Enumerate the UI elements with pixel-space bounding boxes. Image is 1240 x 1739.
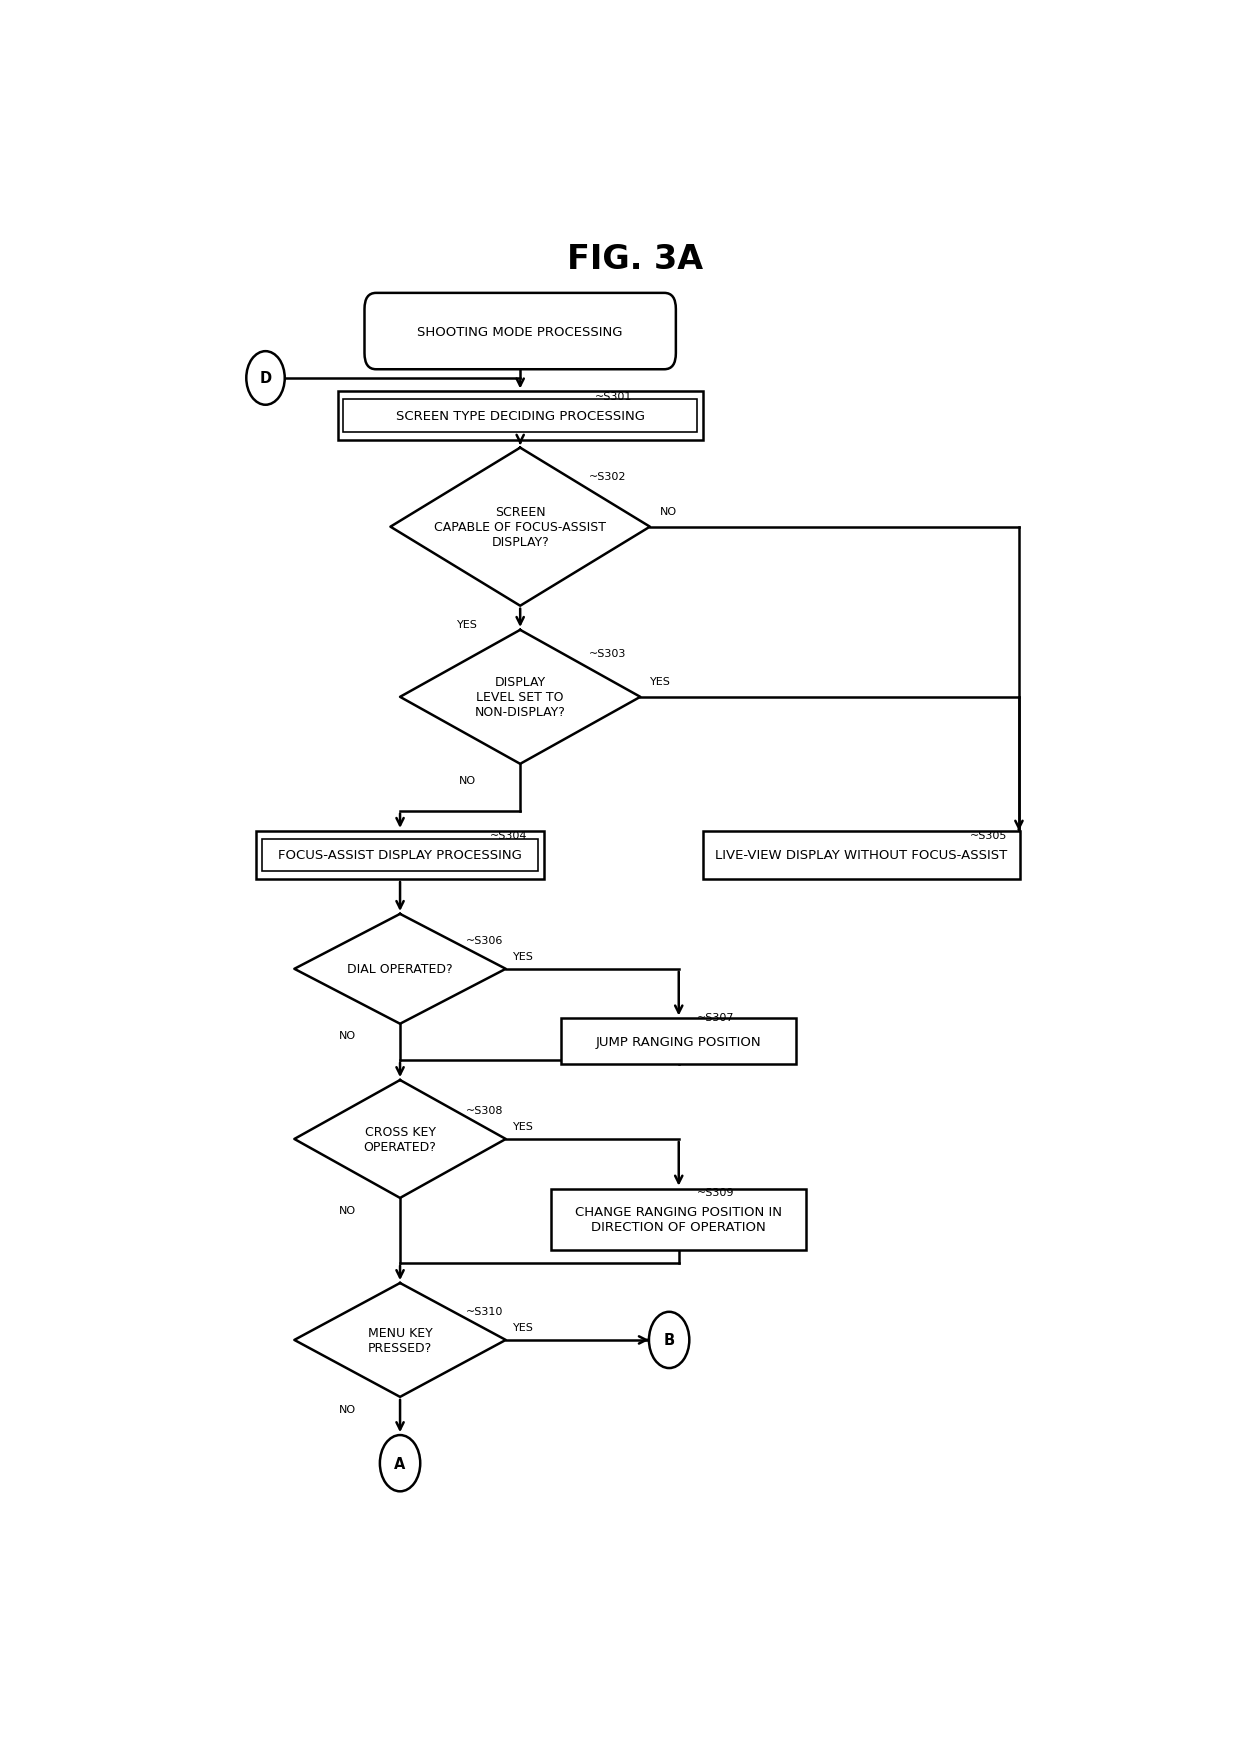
Text: CROSS KEY
OPERATED?: CROSS KEY OPERATED? xyxy=(363,1125,436,1153)
Text: DIAL OPERATED?: DIAL OPERATED? xyxy=(347,963,453,976)
Text: ~S309: ~S309 xyxy=(697,1188,734,1196)
Text: D: D xyxy=(259,370,272,386)
Bar xyxy=(552,1189,806,1250)
Circle shape xyxy=(379,1435,420,1492)
Text: ~S306: ~S306 xyxy=(465,936,502,944)
Text: ~S302: ~S302 xyxy=(589,471,627,482)
Text: CHANGE RANGING POSITION IN
DIRECTION OF OPERATION: CHANGE RANGING POSITION IN DIRECTION OF … xyxy=(575,1205,782,1233)
Text: SCREEN TYPE DECIDING PROCESSING: SCREEN TYPE DECIDING PROCESSING xyxy=(396,410,645,423)
Text: NO: NO xyxy=(459,776,476,784)
Text: NO: NO xyxy=(339,1403,356,1414)
Text: LIVE-VIEW DISPLAY WITHOUT FOCUS-ASSIST: LIVE-VIEW DISPLAY WITHOUT FOCUS-ASSIST xyxy=(715,849,1007,863)
Text: ~S304: ~S304 xyxy=(490,831,527,840)
Text: FIG. 3A: FIG. 3A xyxy=(568,243,703,277)
Bar xyxy=(703,831,1019,880)
FancyBboxPatch shape xyxy=(365,294,676,370)
Text: DISPLAY
LEVEL SET TO
NON-DISPLAY?: DISPLAY LEVEL SET TO NON-DISPLAY? xyxy=(475,676,565,718)
Bar xyxy=(262,840,538,871)
Text: ~S301: ~S301 xyxy=(595,391,632,402)
Text: ~S310: ~S310 xyxy=(465,1306,502,1316)
Text: YES: YES xyxy=(513,1122,534,1132)
Bar xyxy=(255,831,544,880)
Text: YES: YES xyxy=(513,951,534,962)
Text: MENU KEY
PRESSED?: MENU KEY PRESSED? xyxy=(368,1327,433,1355)
Text: B: B xyxy=(663,1332,675,1348)
Text: FOCUS-ASSIST DISPLAY PROCESSING: FOCUS-ASSIST DISPLAY PROCESSING xyxy=(278,849,522,863)
Text: NO: NO xyxy=(339,1205,356,1216)
Text: YES: YES xyxy=(513,1322,534,1332)
Text: NO: NO xyxy=(339,1031,356,1042)
Text: NO: NO xyxy=(660,506,677,516)
Bar xyxy=(343,400,697,433)
Text: SHOOTING MODE PROCESSING: SHOOTING MODE PROCESSING xyxy=(418,325,622,339)
Bar xyxy=(560,1019,796,1064)
Text: ~S303: ~S303 xyxy=(589,649,626,659)
Text: A: A xyxy=(394,1456,405,1471)
Text: ~S307: ~S307 xyxy=(697,1012,734,1023)
Text: ~S305: ~S305 xyxy=(970,831,1007,840)
Bar xyxy=(337,391,703,440)
Text: YES: YES xyxy=(650,676,671,687)
Circle shape xyxy=(247,351,285,405)
Text: YES: YES xyxy=(456,619,477,630)
Circle shape xyxy=(649,1311,689,1369)
Text: JUMP RANGING POSITION: JUMP RANGING POSITION xyxy=(596,1035,761,1049)
Text: ~S308: ~S308 xyxy=(465,1106,503,1115)
Text: SCREEN
CAPABLE OF FOCUS-ASSIST
DISPLAY?: SCREEN CAPABLE OF FOCUS-ASSIST DISPLAY? xyxy=(434,506,606,550)
